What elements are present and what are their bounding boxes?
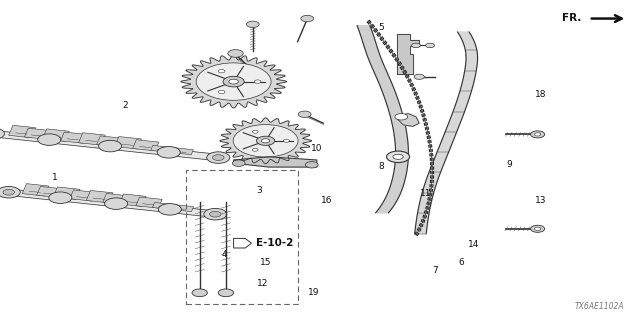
Circle shape (196, 63, 271, 100)
Polygon shape (79, 133, 106, 145)
Polygon shape (150, 145, 175, 153)
Circle shape (254, 80, 261, 83)
Polygon shape (53, 187, 80, 199)
Polygon shape (132, 140, 159, 151)
Circle shape (531, 225, 545, 232)
Bar (186, 170, 298, 304)
Circle shape (252, 148, 258, 151)
Polygon shape (357, 26, 408, 213)
Polygon shape (115, 137, 141, 149)
Polygon shape (9, 125, 35, 138)
Text: 10: 10 (311, 144, 323, 153)
Text: 11: 11 (420, 189, 431, 198)
Circle shape (104, 198, 127, 209)
Circle shape (257, 136, 275, 145)
Circle shape (232, 160, 245, 166)
Text: 16: 16 (321, 196, 332, 204)
Circle shape (212, 155, 224, 160)
Text: 2: 2 (122, 101, 127, 110)
Circle shape (158, 204, 181, 215)
Text: 1: 1 (52, 173, 57, 182)
Circle shape (301, 15, 314, 22)
Polygon shape (397, 34, 419, 74)
Polygon shape (61, 132, 87, 143)
Circle shape (414, 74, 424, 79)
Circle shape (192, 289, 207, 297)
Text: TX6AE1102A: TX6AE1102A (574, 302, 624, 311)
Text: E-10-2: E-10-2 (256, 238, 293, 248)
Circle shape (531, 131, 545, 138)
Text: 4: 4 (221, 250, 227, 259)
Circle shape (99, 140, 122, 152)
Circle shape (49, 192, 72, 204)
Polygon shape (97, 136, 123, 147)
Text: 15: 15 (260, 258, 271, 267)
Polygon shape (136, 197, 162, 208)
Circle shape (218, 69, 225, 73)
Circle shape (218, 289, 234, 297)
Text: 8: 8 (378, 162, 383, 171)
Text: FR.: FR. (562, 12, 581, 23)
Circle shape (209, 211, 221, 217)
Polygon shape (181, 55, 287, 108)
Circle shape (534, 133, 541, 136)
Circle shape (233, 124, 298, 157)
Circle shape (157, 147, 180, 158)
Circle shape (298, 111, 311, 117)
Circle shape (261, 139, 270, 143)
Polygon shape (103, 194, 129, 204)
Text: 12: 12 (257, 279, 268, 288)
Text: 5: 5 (378, 23, 383, 32)
Polygon shape (119, 194, 146, 206)
Polygon shape (169, 204, 193, 212)
Polygon shape (234, 157, 317, 167)
Circle shape (246, 21, 259, 28)
Polygon shape (8, 189, 216, 217)
Circle shape (305, 162, 318, 168)
Circle shape (218, 90, 225, 94)
Polygon shape (36, 187, 63, 197)
Polygon shape (415, 32, 477, 234)
Text: 13: 13 (535, 196, 547, 204)
Circle shape (223, 76, 244, 87)
Circle shape (38, 134, 61, 145)
Polygon shape (220, 118, 312, 164)
Text: 9: 9 (506, 160, 511, 169)
Circle shape (229, 79, 239, 84)
Circle shape (534, 227, 541, 230)
Polygon shape (24, 128, 51, 140)
Text: 6: 6 (458, 258, 463, 267)
Circle shape (393, 154, 403, 159)
Text: 3: 3 (257, 186, 262, 195)
Circle shape (395, 114, 408, 120)
Circle shape (3, 189, 15, 195)
Circle shape (412, 43, 420, 48)
Polygon shape (42, 129, 69, 141)
Circle shape (426, 43, 435, 48)
Circle shape (0, 187, 20, 198)
Polygon shape (169, 147, 193, 155)
Polygon shape (397, 114, 419, 126)
Text: 19: 19 (308, 288, 319, 297)
Text: 7: 7 (433, 266, 438, 275)
Circle shape (387, 151, 410, 163)
Polygon shape (22, 184, 49, 196)
Polygon shape (152, 203, 177, 210)
Polygon shape (234, 238, 252, 248)
Polygon shape (0, 131, 220, 161)
Text: 18: 18 (535, 90, 547, 99)
Circle shape (0, 128, 4, 140)
Polygon shape (86, 190, 113, 203)
Circle shape (207, 152, 230, 163)
Circle shape (228, 50, 243, 57)
Circle shape (252, 130, 258, 133)
Text: 14: 14 (468, 240, 479, 249)
Circle shape (204, 208, 227, 220)
Circle shape (284, 139, 289, 142)
Polygon shape (70, 190, 96, 201)
